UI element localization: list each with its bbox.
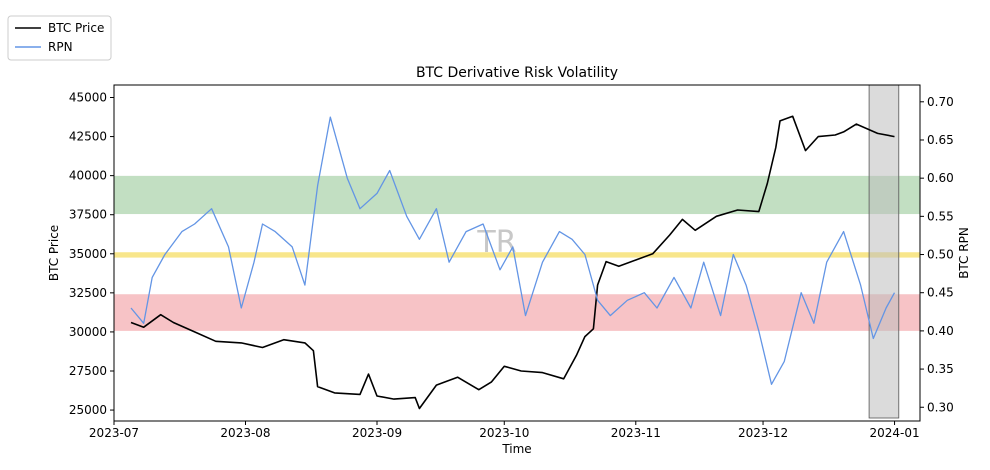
y-left-tick-label: 35000 bbox=[69, 247, 107, 261]
y-left-tick-label: 32500 bbox=[69, 286, 107, 300]
legend: BTC Price RPN bbox=[7, 15, 112, 61]
y-left-tick-label: 30000 bbox=[69, 325, 107, 339]
y-right-tick-label: 0.30 bbox=[927, 400, 954, 414]
x-tick-label: 2023-08 bbox=[220, 426, 270, 440]
y-axis-left: 25000 27500 30000 32500 35000 37500 40000 42500… bbox=[69, 91, 114, 417]
x-tick-label: 2023-10 bbox=[479, 426, 529, 440]
watermark: TR bbox=[476, 225, 516, 260]
y-axis-right-label: BTC RPN bbox=[957, 227, 971, 279]
y-right-tick-label: 0.60 bbox=[927, 171, 954, 185]
y-left-tick-label: 45000 bbox=[69, 91, 107, 105]
series-layer bbox=[130, 115, 896, 410]
band-red bbox=[114, 294, 920, 331]
y-right-tick-label: 0.65 bbox=[927, 133, 954, 147]
y-right-tick-label: 0.50 bbox=[927, 248, 954, 262]
y-left-tick-label: 25000 bbox=[69, 403, 107, 417]
band-yellow bbox=[114, 252, 920, 258]
x-axis: 2023-07 2023-08 2023-09 2023-10 2023-11 2023-… bbox=[89, 421, 920, 440]
y-right-tick-label: 0.45 bbox=[927, 286, 954, 300]
y-right-tick-label: 0.70 bbox=[927, 95, 954, 109]
band-green bbox=[114, 175, 920, 215]
series-line-btc-price bbox=[130, 115, 895, 410]
x-tick-label: 2023-07 bbox=[89, 426, 139, 440]
y-left-tick-label: 40000 bbox=[69, 169, 107, 183]
legend-label-btc-price: BTC Price bbox=[48, 21, 104, 35]
legend-box bbox=[7, 15, 112, 61]
legend-label-rpn: RPN bbox=[48, 40, 73, 54]
y-left-tick-label: 37500 bbox=[69, 208, 107, 222]
y-left-tick-label: 27500 bbox=[69, 364, 107, 378]
series-line-rpn bbox=[130, 116, 896, 385]
x-tick-label: 2023-11 bbox=[611, 426, 661, 440]
y-right-tick-label: 0.55 bbox=[927, 209, 954, 223]
bands-layer bbox=[114, 84, 920, 419]
x-tick-label: 2023-12 bbox=[738, 426, 788, 440]
y-axis-left-label: BTC Price bbox=[47, 225, 61, 281]
x-tick-label: 2023-09 bbox=[352, 426, 402, 440]
y-left-tick-label: 42500 bbox=[69, 130, 107, 144]
y-right-tick-label: 0.40 bbox=[927, 324, 954, 338]
x-tick-label: 2024-01 bbox=[869, 426, 919, 440]
chart-title: BTC Derivative Risk Volatility bbox=[416, 65, 618, 81]
plot-frame bbox=[113, 84, 921, 422]
y-right-tick-label: 0.35 bbox=[927, 362, 954, 376]
y-axis-right: 0.30 0.35 0.40 0.45 0.50 0.55 0.60 0.65 0.70 bbox=[920, 95, 954, 414]
x-axis-label: Time bbox=[501, 442, 531, 456]
